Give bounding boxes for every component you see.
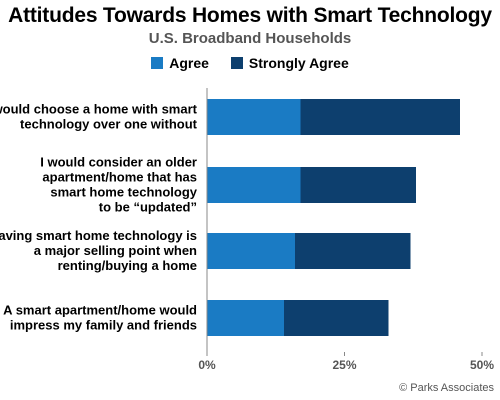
x-tick-label-2: 50% — [470, 358, 494, 372]
bar-agree-0 — [207, 99, 301, 135]
category-label-line: to be “updated” — [99, 200, 197, 215]
category-label-line: A smart apartment/home would — [3, 303, 197, 318]
category-label-line: I would choose a home with smart — [0, 102, 198, 117]
category-label-1: I would consider an older apartment/home … — [40, 155, 198, 215]
category-label-line: impress my family and friends — [10, 318, 197, 333]
category-label-line: I would consider an older — [40, 155, 197, 170]
category-label-line: renting/buying a home — [58, 258, 197, 273]
bar-strongly-agree-0 — [300, 99, 460, 135]
category-label-2: Having smart home technology is a major s… — [0, 228, 197, 273]
bar-agree-1 — [207, 167, 301, 203]
x-tick-label-0: 0% — [198, 358, 216, 372]
legend-swatch-strongly-agree — [230, 57, 243, 69]
category-label-line: a major selling point when — [34, 243, 197, 258]
category-label-0: I would choose a home with smart technolo… — [0, 102, 198, 132]
x-tick-label-1: 25% — [332, 358, 356, 372]
bar-strongly-agree-3 — [284, 300, 389, 336]
credit-text: © Parks Associates — [399, 382, 494, 394]
category-label-line: Having smart home technology is — [0, 228, 197, 243]
legend-item-strongly-agree: Strongly Agree — [230, 55, 349, 71]
category-label-line: smart home technology — [50, 185, 197, 200]
chart-title: Attitudes Towards Homes with Smart Techn… — [8, 4, 492, 27]
category-label-3: A smart apartment/home would impress my f… — [3, 303, 197, 333]
chart-subtitle: U.S. Broadband Households — [148, 30, 352, 47]
bar-agree-2 — [207, 233, 295, 269]
category-label-line: apartment/home that has — [42, 170, 197, 185]
legend-swatch-agree — [151, 57, 164, 69]
legend: Agree Strongly Agree — [0, 55, 500, 71]
legend-item-agree: Agree — [151, 55, 209, 71]
bar-agree-3 — [207, 300, 284, 336]
bar-strongly-agree-1 — [300, 167, 416, 203]
legend-label-strongly-agree: Strongly Agree — [248, 55, 349, 71]
category-label-line: technology over one without — [20, 117, 198, 132]
legend-label-agree: Agree — [169, 55, 209, 71]
bar-strongly-agree-2 — [295, 233, 411, 269]
